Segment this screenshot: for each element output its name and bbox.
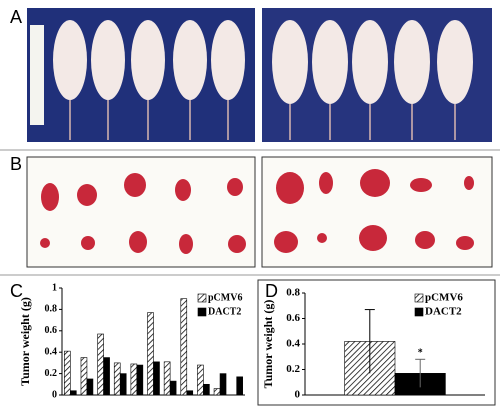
bar xyxy=(130,363,138,396)
legend-swatch xyxy=(414,293,424,303)
bar xyxy=(136,364,144,396)
bar xyxy=(169,380,177,396)
bar xyxy=(70,390,77,396)
legend-label: DACT2 xyxy=(208,306,241,317)
bar xyxy=(153,361,160,396)
bar xyxy=(97,333,104,396)
bar xyxy=(213,388,221,396)
bar xyxy=(147,312,154,396)
tumor-photo xyxy=(26,156,493,268)
y-tick-label: 0.2 xyxy=(45,368,58,379)
legend-label: DACT2 xyxy=(425,306,462,318)
panel-label: C xyxy=(10,281,23,301)
legend-swatch xyxy=(414,307,424,317)
bar xyxy=(103,357,110,396)
legend-swatch xyxy=(197,307,207,317)
y-tick-label: 0.4 xyxy=(286,338,300,350)
annotation: * xyxy=(418,348,423,359)
legend-label: pCMV6 xyxy=(208,292,242,303)
y-tick-label: 0.8 xyxy=(45,304,58,315)
legend-swatch xyxy=(197,293,207,303)
bar xyxy=(119,373,127,396)
bar xyxy=(186,390,194,396)
y-tick-label: 0.8 xyxy=(286,287,300,299)
y-tick-label: 0.2 xyxy=(286,363,300,375)
bar xyxy=(219,373,227,396)
y-tick-label: 1 xyxy=(52,282,57,293)
bar xyxy=(236,376,243,396)
panel-label: B xyxy=(10,154,22,174)
bar xyxy=(180,298,188,396)
y-tick-label: 0 xyxy=(52,389,57,400)
y-axis-label: Tumor weight (g) xyxy=(261,300,275,389)
y-tick-label: 0.6 xyxy=(286,312,300,324)
panel-label: D xyxy=(265,281,278,301)
panel-frame xyxy=(257,279,496,406)
bar xyxy=(86,378,94,396)
legend-label: pCMV6 xyxy=(425,292,463,304)
bar xyxy=(64,350,71,396)
bar xyxy=(203,383,210,396)
bar xyxy=(163,361,171,396)
y-tick-label: 0.6 xyxy=(45,325,58,336)
panel-label: A xyxy=(10,7,22,27)
y-tick-label: 0.4 xyxy=(45,346,58,357)
bar xyxy=(80,357,88,396)
bar xyxy=(113,362,121,396)
mice-photo xyxy=(27,8,492,142)
y-tick-label: 0 xyxy=(295,389,301,401)
bar xyxy=(197,364,204,396)
y-axis-label: Tumor weight (g) xyxy=(18,297,32,386)
